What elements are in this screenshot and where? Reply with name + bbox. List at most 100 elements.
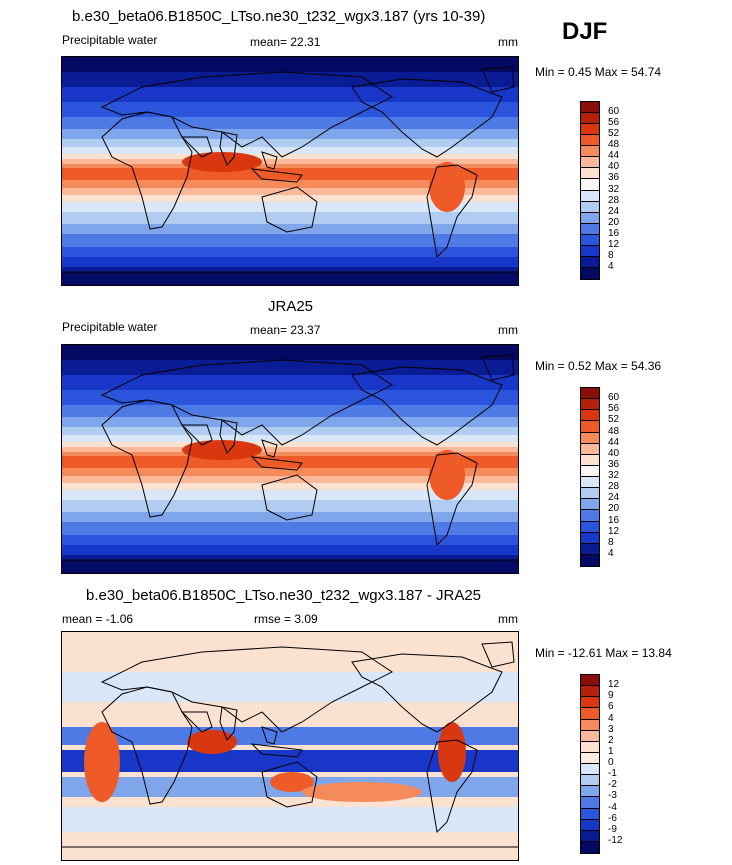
panel2-minmax-label: Min = 0.52 Max = 54.36: [535, 359, 662, 373]
colorbar-tick-label: 1: [608, 745, 614, 757]
panel2-field-label: Precipitable water: [62, 320, 158, 334]
colorbar-tick-label: 44: [608, 436, 620, 448]
colorbar-tick-label: 20: [608, 216, 620, 228]
colorbar-tick-label: 60: [608, 392, 620, 404]
colorbar-swatch: [581, 697, 599, 709]
colorbar-swatch: [581, 764, 599, 776]
colorbar-tick-label: -4: [608, 801, 617, 813]
contour-band: [62, 727, 518, 745]
colorbar-tick-label: -3: [608, 790, 617, 802]
colorbar-tick-label: 4: [608, 260, 614, 272]
colorbar-swatch: [581, 775, 599, 787]
colorbar-tick-label: 28: [608, 194, 620, 206]
colorbar-swatch: [581, 819, 599, 831]
colorbar-swatch: [581, 388, 599, 400]
coastline: [101, 399, 193, 518]
colorbar-tick-label: -6: [608, 812, 617, 824]
colorbar-tick-label: 56: [608, 403, 620, 415]
contour-band: [62, 672, 518, 702]
colorbar-swatch: [581, 488, 599, 500]
coastline: [481, 66, 515, 93]
colorbar-tick-label: 4: [608, 547, 614, 559]
colorbar-swatch: [581, 135, 599, 147]
moisture-maximum: [182, 440, 262, 460]
panel3-colorbar: [580, 674, 600, 854]
panel1-mean-label: mean= 22.31: [250, 35, 321, 49]
colorbar-swatch: [581, 432, 599, 444]
colorbar-tick-label: 48: [608, 139, 620, 151]
colorbar-tick-label: 36: [608, 458, 620, 470]
colorbar-swatch: [581, 510, 599, 522]
panel3-mean-label: mean = -1.06: [62, 612, 134, 626]
colorbar-swatch: [581, 168, 599, 180]
coastline: [426, 452, 478, 547]
colorbar-tick-label: -9: [608, 823, 617, 835]
colorbar-swatch: [581, 190, 599, 202]
moisture-maximum: [429, 162, 465, 212]
contour-band: [62, 750, 518, 772]
coastline: [219, 419, 238, 454]
colorbar-tick-label: 48: [608, 425, 620, 437]
map-plot: [62, 345, 518, 573]
colorbar-tick-label: 9: [608, 690, 614, 702]
colorbar-tick-label: 28: [608, 481, 620, 493]
colorbar-tick-label: 4: [608, 712, 614, 724]
map-plot: [62, 632, 518, 860]
panel2-units-label: mm: [498, 323, 518, 337]
colorbar-swatch: [581, 686, 599, 698]
colorbar-swatch: [581, 421, 599, 433]
panel2-title: JRA25: [268, 298, 314, 315]
colorbar-swatch: [581, 830, 599, 842]
colorbar-swatch: [581, 808, 599, 820]
anomaly-blob: [302, 782, 422, 802]
coastline: [180, 711, 213, 733]
colorbar-swatch: [581, 719, 599, 731]
coastline: [250, 456, 303, 471]
colorbar-swatch: [581, 741, 599, 753]
coastline: [261, 726, 278, 745]
colorbar-tick-label: 40: [608, 447, 620, 459]
colorbar-swatch: [581, 443, 599, 455]
moisture-maximum: [429, 450, 465, 500]
panel3-minmax-label: Min = -12.61 Max = 13.84: [535, 646, 672, 660]
colorbar-tick-label: 16: [608, 514, 620, 526]
coastline: [261, 186, 318, 233]
panel2-mean-label: mean= 23.37: [250, 323, 321, 337]
colorbar-swatch: [581, 245, 599, 257]
coastline: [426, 164, 478, 259]
colorbar-swatch: [581, 410, 599, 422]
coastline: [481, 354, 515, 381]
coastline: [250, 743, 303, 758]
colorbar-swatch: [581, 399, 599, 411]
panel1-minmax-label: Min = 0.45 Max = 54.74: [535, 65, 662, 79]
colorbar-swatch: [581, 752, 599, 764]
colorbar-tick-label: 32: [608, 183, 620, 195]
colorbar-swatch: [581, 477, 599, 489]
panel1-title: b.e30_beta06.B1850C_LTso.ne30_t232_wgx3.…: [72, 8, 486, 25]
coastline: [250, 168, 303, 183]
coastline: [180, 424, 213, 446]
colorbar-swatch: [581, 124, 599, 136]
coastline: [481, 641, 515, 668]
panel3-title: b.e30_beta06.B1850C_LTso.ne30_t232_wgx3.…: [86, 587, 482, 604]
panel1-colorbar: [580, 101, 600, 280]
panel2-colorbar: [580, 387, 600, 567]
panel1-units-label: mm: [498, 35, 518, 49]
coastline: [101, 111, 193, 230]
colorbar-swatch: [581, 113, 599, 125]
coastline: [100, 71, 393, 158]
colorbar-tick-label: 12: [608, 238, 620, 250]
colorbar-swatch: [581, 554, 599, 566]
colorbar-swatch: [581, 797, 599, 809]
colorbar-swatch: [581, 201, 599, 213]
anomaly-blob: [438, 722, 466, 782]
map-plot: [62, 57, 518, 285]
coastline: [100, 646, 393, 733]
coastline: [100, 359, 393, 446]
anomaly-blob: [270, 772, 314, 792]
coastline: [351, 653, 503, 733]
colorbar-tick-label: 52: [608, 128, 620, 140]
colorbar-swatch: [581, 532, 599, 544]
colorbar-tick-label: 52: [608, 414, 620, 426]
coastline: [261, 761, 318, 808]
